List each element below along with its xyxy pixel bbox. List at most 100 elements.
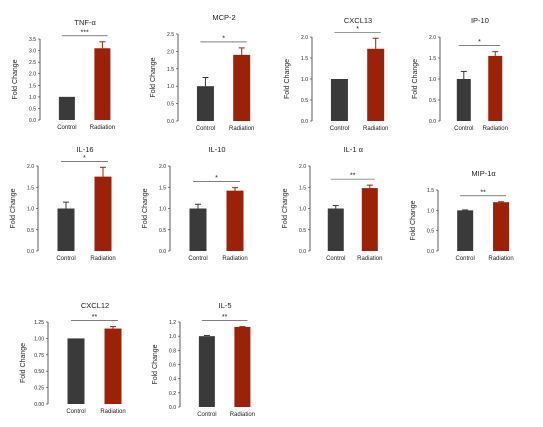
x-tick-label: Control — [455, 256, 474, 262]
x-tick-label: Control — [197, 412, 216, 418]
x-tick-label: Control — [326, 256, 345, 262]
y-tick-label: 1.25 — [34, 320, 44, 326]
chart-title: MCP-2 — [212, 13, 235, 22]
y-tick-label: 2.0 — [301, 35, 308, 41]
bar-control — [189, 208, 207, 251]
y-tick-label: 3.0 — [29, 49, 36, 55]
y-tick-label: 1.5 — [29, 83, 36, 89]
y-tick-label: 1.5 — [299, 185, 306, 191]
bar-radiation — [104, 328, 122, 404]
significance-marker: * — [356, 26, 359, 33]
bar-control — [456, 79, 471, 121]
bar-radiation — [367, 48, 385, 122]
y-tick-label: 1.0 — [27, 207, 34, 213]
y-tick-label: 1.0 — [167, 84, 174, 90]
y-tick-label: 1.5 — [301, 56, 308, 62]
y-tick-label: 1.0 — [169, 334, 176, 340]
y-tick-label: 0.75 — [34, 353, 44, 359]
x-tick-label: Radiation — [90, 125, 115, 131]
y-tick-label: 0.2 — [169, 391, 176, 397]
chart-title: IP-10 — [471, 16, 489, 25]
x-tick-label: Radiation — [488, 256, 513, 262]
significance-marker: ** — [480, 189, 486, 196]
y-axis-title: Fold Change — [410, 200, 417, 240]
y-tick-label: 0.0 — [159, 249, 166, 255]
y-tick-label: 0.8 — [169, 348, 176, 354]
y-tick-label: 1.0 — [429, 77, 436, 83]
bar-radiation — [361, 188, 378, 251]
y-tick-label: 3.5 — [29, 37, 36, 43]
y-tick-label: 2.0 — [167, 49, 174, 55]
y-tick-label: 0.50 — [34, 369, 44, 375]
bar-control — [58, 96, 75, 120]
y-axis-title: Fold Change — [20, 343, 27, 383]
bar-control — [67, 338, 85, 404]
y-tick-label: 0.0 — [27, 249, 34, 255]
y-tick-label: 2.0 — [159, 164, 166, 170]
bar-control — [327, 208, 344, 251]
y-tick-label: 2.0 — [27, 164, 34, 170]
y-tick-label: 2.5 — [167, 32, 174, 38]
y-tick-label: 0.5 — [159, 228, 166, 234]
bar-control — [196, 86, 214, 121]
significance-marker: * — [83, 155, 86, 162]
y-tick-label: 0.5 — [299, 228, 306, 234]
x-tick-label: Radiation — [357, 256, 382, 262]
y-tick-label: 1.0 — [299, 207, 306, 213]
y-tick-label: 0.0 — [301, 119, 308, 125]
y-tick-label: 1.5 — [159, 185, 166, 191]
significance-marker: ** — [92, 314, 98, 321]
y-tick-label: 0.00 — [34, 402, 44, 408]
y-tick-label: 1.5 — [167, 67, 174, 73]
bar-radiation — [234, 326, 251, 407]
chart-title: IL-5 — [219, 301, 232, 310]
y-tick-label: 1.5 — [429, 56, 436, 62]
y-axis-title: Fold Change — [284, 59, 291, 99]
bar-radiation — [226, 190, 244, 251]
significance-marker: ** — [350, 173, 356, 180]
x-tick-label: Radiation — [90, 256, 115, 262]
y-axis-title: Fold Change — [150, 57, 157, 97]
x-tick-label: Control — [56, 256, 75, 262]
x-tick-label: Radiation — [230, 412, 255, 418]
y-tick-label: 0.0 — [299, 249, 306, 255]
y-tick-label: 1.0 — [159, 207, 166, 213]
bar-radiation — [94, 48, 111, 120]
y-tick-label: 0.6 — [169, 363, 176, 369]
x-tick-label: Radiation — [363, 126, 388, 132]
bar-radiation — [94, 176, 112, 251]
y-tick-label: 1.2 — [169, 320, 176, 326]
y-tick-label: 0.4 — [169, 377, 176, 383]
y-tick-label: 0.0 — [427, 249, 434, 255]
bar-control — [57, 208, 75, 251]
chart-title: IL-1 α — [344, 145, 364, 154]
y-tick-label: 0.5 — [27, 228, 34, 234]
bar-control — [330, 79, 348, 121]
x-tick-label: Control — [330, 126, 349, 132]
significance-marker: ** — [222, 314, 228, 321]
y-tick-label: 1.0 — [29, 95, 36, 101]
y-tick-label: 0.5 — [29, 106, 36, 112]
x-tick-label: Radiation — [222, 256, 247, 262]
bar-radiation — [493, 202, 510, 251]
significance-marker: * — [215, 175, 218, 182]
y-tick-label: 2.0 — [429, 35, 436, 41]
y-tick-label: 0.0 — [29, 118, 36, 124]
y-axis-title: Fold Change — [12, 59, 19, 99]
x-tick-label: Control — [454, 126, 473, 132]
y-tick-label: 2.5 — [29, 60, 36, 66]
y-axis-title: Fold Change — [412, 59, 419, 99]
significance-marker: *** — [81, 29, 89, 36]
x-tick-label: Radiation — [483, 126, 508, 132]
x-tick-label: Control — [188, 256, 207, 262]
x-tick-label: Control — [196, 126, 215, 132]
x-tick-label: Control — [66, 409, 85, 415]
y-axis-title: Fold Change — [152, 344, 159, 384]
y-tick-label: 2.0 — [299, 164, 306, 170]
y-tick-label: 0.5 — [167, 102, 174, 108]
significance-marker: * — [222, 35, 225, 42]
y-axis-title: Fold Change — [10, 188, 17, 228]
y-tick-label: 0.25 — [34, 386, 44, 392]
y-tick-label: 0.0 — [167, 119, 174, 125]
